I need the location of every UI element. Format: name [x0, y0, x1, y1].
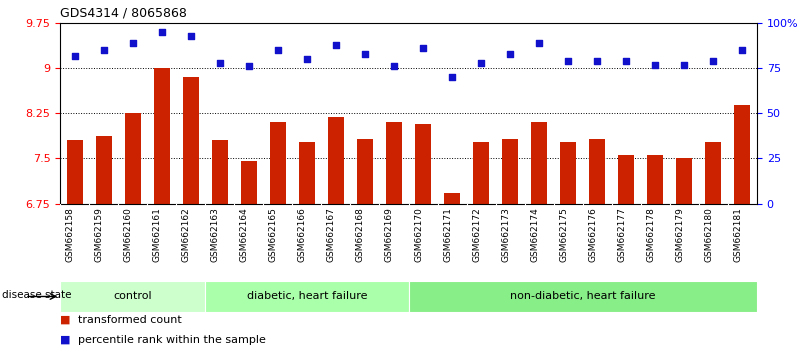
Text: GSM662178: GSM662178 [646, 207, 655, 262]
Text: percentile rank within the sample: percentile rank within the sample [78, 335, 266, 344]
Text: GSM662160: GSM662160 [123, 207, 133, 262]
Bar [241, 161, 257, 204]
Text: non-diabetic, heart failure: non-diabetic, heart failure [510, 291, 655, 302]
Text: GSM662181: GSM662181 [734, 207, 743, 262]
Text: ■: ■ [60, 335, 70, 344]
Point [68, 53, 81, 58]
Point [184, 33, 197, 39]
Bar [386, 122, 402, 204]
Text: GSM662177: GSM662177 [618, 207, 626, 262]
Point [591, 58, 604, 64]
Bar [531, 122, 547, 204]
Point [562, 58, 574, 64]
Bar [328, 118, 344, 204]
Point [213, 60, 226, 65]
Point [445, 74, 458, 80]
Bar [706, 142, 722, 204]
Point [300, 56, 313, 62]
Text: GSM662172: GSM662172 [472, 207, 481, 262]
Text: GSM662171: GSM662171 [443, 207, 452, 262]
Bar [676, 159, 692, 204]
Point [417, 45, 429, 51]
Text: GSM662163: GSM662163 [211, 207, 219, 262]
Point [707, 58, 720, 64]
Point [533, 40, 545, 46]
Text: GSM662164: GSM662164 [239, 207, 249, 262]
Bar [95, 136, 111, 204]
Bar [270, 122, 286, 204]
Text: disease state: disease state [2, 290, 72, 300]
Point [329, 42, 342, 47]
Bar [444, 193, 460, 204]
Text: GSM662165: GSM662165 [269, 207, 278, 262]
Point [127, 40, 139, 46]
Text: GSM662162: GSM662162 [182, 207, 191, 262]
Text: GSM662176: GSM662176 [588, 207, 598, 262]
Point [736, 47, 749, 53]
Point [678, 62, 690, 67]
Point [649, 62, 662, 67]
Bar [125, 113, 141, 204]
Point [155, 29, 168, 35]
Point [97, 47, 110, 53]
Bar [357, 138, 373, 204]
Bar [211, 140, 227, 204]
Text: GSM662158: GSM662158 [66, 207, 74, 262]
Bar [183, 77, 199, 204]
Bar [66, 140, 83, 204]
Point [388, 63, 400, 69]
Point [620, 58, 633, 64]
Bar [154, 68, 170, 204]
Point [475, 60, 488, 65]
Bar [473, 142, 489, 204]
Text: GSM662170: GSM662170 [414, 207, 423, 262]
Text: GSM662174: GSM662174 [530, 207, 539, 262]
Text: GSM662173: GSM662173 [501, 207, 510, 262]
Bar [735, 105, 751, 204]
Bar [299, 142, 315, 204]
Text: GSM662180: GSM662180 [704, 207, 714, 262]
Bar [618, 155, 634, 204]
Bar [647, 155, 663, 204]
Text: GDS4314 / 8065868: GDS4314 / 8065868 [60, 6, 187, 19]
Point [243, 63, 256, 69]
Text: GSM662168: GSM662168 [356, 207, 365, 262]
Text: GSM662175: GSM662175 [559, 207, 568, 262]
Text: GSM662159: GSM662159 [95, 207, 103, 262]
Bar [415, 124, 431, 204]
Text: GSM662166: GSM662166 [298, 207, 307, 262]
Bar [590, 138, 606, 204]
Text: GSM662179: GSM662179 [675, 207, 684, 262]
Bar [60, 281, 205, 312]
Bar [205, 281, 409, 312]
Text: control: control [114, 291, 152, 302]
Bar [409, 281, 757, 312]
Point [272, 47, 284, 53]
Text: transformed count: transformed count [78, 315, 182, 325]
Text: ■: ■ [60, 315, 70, 325]
Text: GSM662161: GSM662161 [153, 207, 162, 262]
Text: diabetic, heart failure: diabetic, heart failure [247, 291, 367, 302]
Point [359, 51, 372, 57]
Text: GSM662167: GSM662167 [327, 207, 336, 262]
Bar [502, 138, 518, 204]
Bar [560, 142, 576, 204]
Text: GSM662169: GSM662169 [385, 207, 394, 262]
Point [504, 51, 517, 57]
